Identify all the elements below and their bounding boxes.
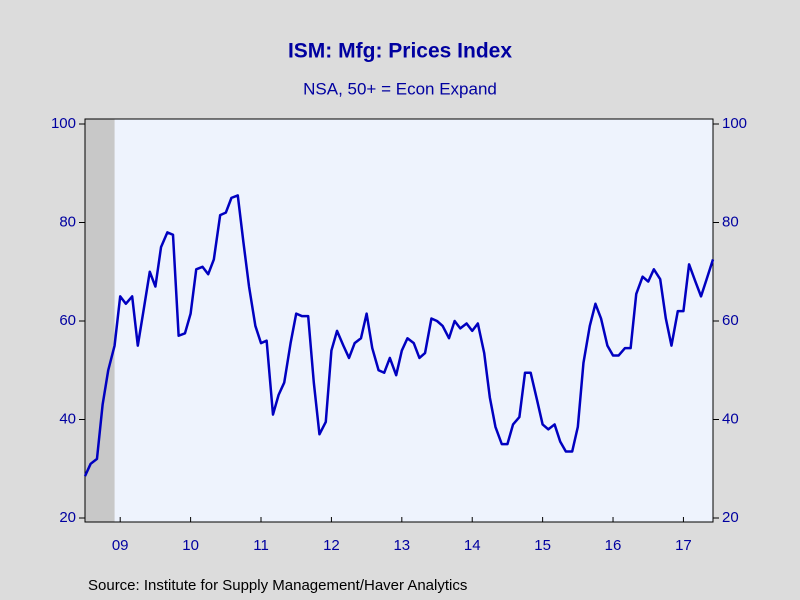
y2-tick-label: 20 <box>722 509 739 526</box>
x-tick-label: 10 <box>182 537 199 554</box>
x-tick-label: 15 <box>534 537 551 554</box>
y2-tick-label: 100 <box>722 115 747 132</box>
plot-area <box>85 119 713 522</box>
y-tick-label: 20 <box>59 509 76 526</box>
x-tick-label: 13 <box>393 537 410 554</box>
chart-subtitle: NSA, 50+ = Econ Expand <box>303 79 497 98</box>
x-tick-label: 17 <box>675 537 692 554</box>
source-note: Source: Institute for Supply Management/… <box>88 577 467 594</box>
x-tick-label: 11 <box>253 537 269 554</box>
y2-tick-label: 80 <box>722 213 739 230</box>
chart-title: ISM: Mfg: Prices Index <box>288 40 512 63</box>
y-tick-label: 60 <box>59 312 76 329</box>
x-tick-label: 09 <box>112 537 129 554</box>
y-tick-label: 80 <box>59 213 76 230</box>
y-tick-label: 100 <box>51 115 76 132</box>
data-line <box>83 194 715 477</box>
y2-tick-label: 60 <box>722 312 739 329</box>
x-tick-label: 14 <box>464 537 481 554</box>
recession-shade <box>85 119 115 522</box>
x-tick-label: 16 <box>605 537 622 554</box>
y2-tick-label: 40 <box>722 410 739 427</box>
y-tick-label: 40 <box>59 410 76 427</box>
x-tick-label: 12 <box>323 537 340 554</box>
